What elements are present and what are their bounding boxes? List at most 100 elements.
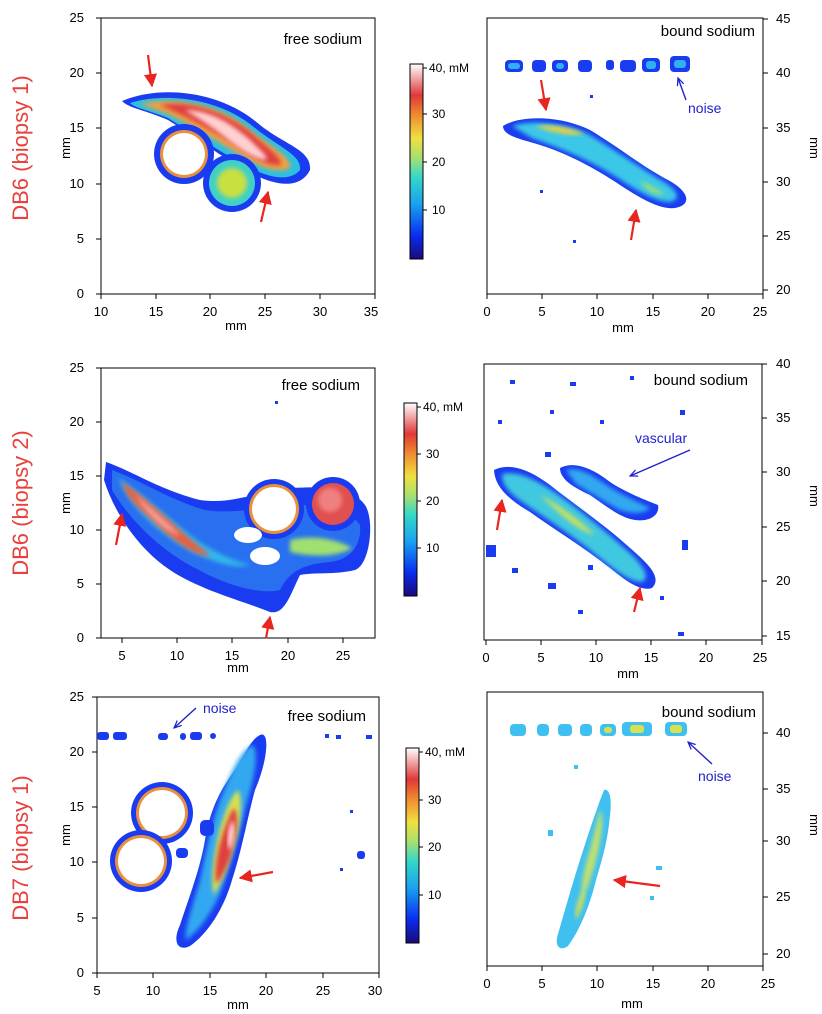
y-tick: 15: [70, 468, 84, 483]
arrow-3l-a: [238, 869, 274, 883]
sodium-map-free-2: [104, 401, 371, 613]
y-tick: 5: [77, 576, 84, 591]
y-tick: 45: [776, 11, 790, 26]
y-axis-label: mm: [58, 492, 73, 514]
x-axis-label: mm: [225, 318, 247, 333]
y-tick: 10: [70, 176, 84, 191]
x-tick: 20: [259, 983, 273, 998]
x-tick: 30: [313, 304, 327, 319]
y-tick: 35: [776, 410, 790, 425]
x-axis-2l: 5 10 15 20 25 mm: [118, 638, 350, 675]
y-tick: 20: [776, 946, 790, 961]
x-tick: 25: [336, 648, 350, 663]
annotation-noise-3l: noise: [203, 700, 237, 716]
y-tick: 10: [70, 854, 84, 869]
x-tick: 10: [146, 983, 160, 998]
arrow-2r-b: [630, 586, 644, 613]
y-tick: 0: [77, 965, 84, 980]
colorbar-label: 40, mM: [429, 61, 469, 75]
y-tick: 25: [776, 889, 790, 904]
y-tick: 35: [776, 120, 790, 135]
x-tick: 35: [364, 304, 378, 319]
x-tick: 5: [537, 650, 544, 665]
y-tick: 15: [70, 799, 84, 814]
arrow-1l-a: [143, 54, 158, 88]
y-tick: 0: [77, 286, 84, 301]
y-tick: 35: [776, 781, 790, 796]
y-tick: 30: [776, 174, 790, 189]
y-axis-label: mm: [58, 824, 73, 846]
x-axis-3r: 0 5 10 15 20 25 mm: [483, 966, 775, 1011]
y-axis-1r: 20 25 30 35 40 45 mm: [763, 11, 822, 297]
colorbar-1: 40, mM 30 20 10: [409, 61, 469, 260]
y-axis-label: mm: [807, 485, 822, 507]
panel-title-3l: free sodium: [288, 708, 366, 725]
x-tick: 10: [170, 648, 184, 663]
x-tick: 20: [281, 648, 295, 663]
colorbar-label: 20: [426, 494, 440, 508]
y-axis-1l: 0 5 10 15 20 25 mm: [58, 10, 101, 301]
x-tick: 15: [646, 304, 660, 319]
x-tick: 10: [590, 304, 604, 319]
y-tick: 5: [77, 231, 84, 246]
colorbar-label: 20: [432, 155, 446, 169]
y-tick: 20: [776, 573, 790, 588]
colorbar-label: 30: [428, 793, 442, 807]
y-tick: 20: [70, 744, 84, 759]
x-tick: 0: [482, 650, 489, 665]
y-tick: 25: [776, 519, 790, 534]
x-axis-3l: 5 10 15 20 25 30 mm: [93, 973, 382, 1012]
y-tick: 10: [70, 522, 84, 537]
x-tick: 15: [203, 983, 217, 998]
x-axis-label: mm: [612, 320, 634, 335]
x-tick: 15: [225, 648, 239, 663]
y-tick: 20: [70, 65, 84, 80]
x-axis-label: mm: [621, 996, 643, 1011]
y-axis-label: mm: [58, 137, 73, 159]
x-tick: 15: [646, 976, 660, 991]
sodium-map-bound-1: [503, 56, 690, 243]
x-tick: 10: [590, 976, 604, 991]
colorbar-label: 30: [432, 107, 446, 121]
panel-bound-sodium-2: bound sodium vascular 0 5 10 15 20 25 mm…: [482, 356, 822, 681]
sodium-map-bound-2: [486, 376, 688, 636]
row-label-2: DB6 (biopsy 2): [8, 430, 33, 576]
x-tick: 20: [203, 304, 217, 319]
y-tick: 5: [77, 910, 84, 925]
x-tick: 25: [316, 983, 330, 998]
y-tick: 40: [776, 356, 790, 371]
y-axis-2l: 0 5 10 15 20 25 mm: [58, 360, 101, 645]
row-label-1: DB6 (biopsy 1): [8, 75, 33, 221]
arrow-2l-b: [261, 615, 275, 639]
y-tick: 40: [776, 65, 790, 80]
colorbar-label: 10: [432, 203, 446, 217]
x-axis-label: mm: [227, 997, 249, 1012]
arrow-1r-b: [627, 208, 641, 241]
x-axis-2r: 0 5 10 15 20 25 mm: [482, 640, 767, 681]
x-tick: 25: [761, 976, 775, 991]
x-axis-1l: 10 15 20 25 30 35 mm: [94, 294, 378, 333]
y-tick: 15: [776, 628, 790, 643]
annotation-vascular-2r: vascular: [635, 430, 687, 446]
colorbar-label: 30: [426, 447, 440, 461]
panel-free-sodium-3: free sodium noise 5 10 15 20 25 30 mm 0 …: [58, 689, 382, 1012]
x-tick: 15: [644, 650, 658, 665]
x-tick: 25: [753, 650, 767, 665]
panel-title-3r: bound sodium: [662, 704, 756, 721]
y-tick: 20: [70, 414, 84, 429]
x-tick: 25: [258, 304, 272, 319]
panel-bound-sodium-3: bound sodium noise 0 5 10 15 20 25 mm 20…: [483, 691, 822, 1011]
panel-title-1r: bound sodium: [661, 23, 755, 40]
sodium-map-free-3: [97, 732, 372, 948]
y-tick: 15: [70, 120, 84, 135]
annotation-arrow-3r: [688, 742, 713, 765]
y-axis-3l: 0 5 10 15 20 25 mm: [58, 689, 97, 980]
colorbar-label: 10: [426, 541, 440, 555]
y-axis-label: mm: [807, 814, 822, 836]
panel-title-1l: free sodium: [284, 31, 362, 48]
panel-title-2l: free sodium: [282, 377, 360, 394]
arrow-2l-a: [113, 512, 127, 546]
x-tick: 5: [538, 976, 545, 991]
y-tick: 30: [776, 464, 790, 479]
y-tick: 25: [70, 10, 84, 25]
